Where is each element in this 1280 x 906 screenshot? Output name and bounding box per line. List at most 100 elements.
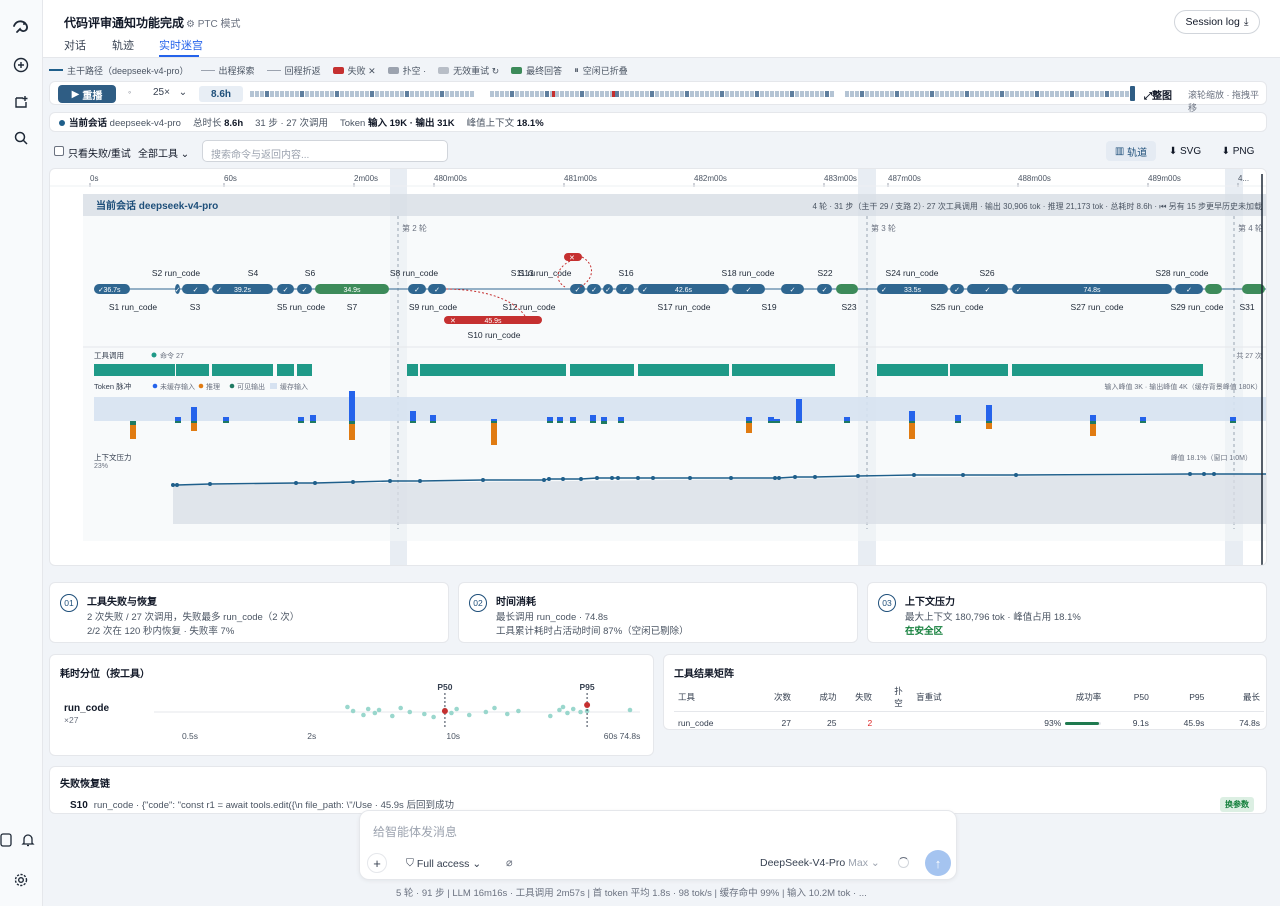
- export-png-button[interactable]: ⬇ PNG: [1213, 141, 1263, 161]
- step-pill[interactable]: [428, 284, 446, 294]
- context-point[interactable]: [542, 478, 546, 482]
- step-label[interactable]: S6: [305, 268, 316, 278]
- step-label[interactable]: S3: [190, 302, 201, 312]
- token-visible-bar[interactable]: [618, 421, 624, 423]
- token-uncached-bar[interactable]: [746, 417, 752, 421]
- context-point[interactable]: [561, 477, 565, 481]
- overview-button[interactable]: ⤢整图: [1144, 87, 1172, 102]
- token-reasoning-bar[interactable]: [1090, 424, 1096, 436]
- step-label[interactable]: S13 run_code: [519, 268, 572, 278]
- token-visible-bar[interactable]: [746, 421, 752, 423]
- step-pill[interactable]: [877, 284, 948, 294]
- token-uncached-bar[interactable]: [1090, 415, 1096, 421]
- duration-point[interactable]: [449, 710, 454, 716]
- token-uncached-bar[interactable]: [774, 419, 780, 421]
- token-reasoning-bar[interactable]: [986, 423, 992, 429]
- token-visible-bar[interactable]: [547, 421, 553, 423]
- tool-call-bar[interactable]: [950, 364, 1008, 376]
- token-uncached-bar[interactable]: [1230, 417, 1236, 421]
- tool-filter-select[interactable]: 全部工具 ⌄: [138, 145, 189, 160]
- token-uncached-bar[interactable]: [570, 417, 576, 421]
- context-point[interactable]: [388, 479, 392, 483]
- token-visible-bar[interactable]: [955, 421, 961, 423]
- token-visible-bar[interactable]: [986, 421, 992, 423]
- duration-point[interactable]: [372, 710, 378, 716]
- failure-branch-bar[interactable]: [564, 253, 582, 261]
- duration-point[interactable]: [390, 713, 395, 719]
- duration-point[interactable]: [345, 704, 350, 710]
- step-pill[interactable]: [616, 284, 634, 294]
- step-pill[interactable]: [781, 284, 804, 294]
- context-point[interactable]: [1188, 472, 1192, 476]
- model-select[interactable]: DeepSeek-V4-Pro Max ⌄: [760, 857, 880, 869]
- token-visible-bar[interactable]: [1140, 421, 1146, 423]
- context-point[interactable]: [175, 483, 179, 487]
- duration-point[interactable]: [376, 707, 382, 713]
- token-reasoning-bar[interactable]: [130, 425, 136, 439]
- token-uncached-bar[interactable]: [191, 407, 197, 421]
- duration-point[interactable]: [504, 711, 510, 717]
- step-label[interactable]: S5 run_code: [277, 302, 325, 312]
- duration-point[interactable]: [365, 706, 371, 712]
- token-visible-bar[interactable]: [590, 421, 596, 423]
- step-label[interactable]: S25 run_code: [931, 302, 984, 312]
- context-point[interactable]: [651, 476, 655, 480]
- step-label[interactable]: S9 run_code: [409, 302, 457, 312]
- token-uncached-bar[interactable]: [430, 415, 436, 421]
- token-uncached-bar[interactable]: [349, 391, 355, 421]
- tool-call-bar[interactable]: [1012, 364, 1203, 376]
- token-uncached-bar[interactable]: [1140, 417, 1146, 421]
- tool-call-bar[interactable]: [638, 364, 729, 376]
- step-pill[interactable]: [587, 284, 601, 294]
- token-visible-bar[interactable]: [601, 421, 607, 424]
- token-visible-bar[interactable]: [491, 421, 497, 423]
- context-point[interactable]: [418, 479, 422, 483]
- token-uncached-bar[interactable]: [223, 417, 229, 421]
- step-label[interactable]: S18 run_code: [722, 268, 775, 278]
- step-label[interactable]: S29 run_code: [1171, 302, 1224, 312]
- duration-point[interactable]: [570, 706, 576, 712]
- context-point[interactable]: [313, 481, 317, 485]
- context-point[interactable]: [793, 475, 797, 479]
- tool-call-bar[interactable]: [570, 364, 634, 376]
- duration-point[interactable]: [516, 708, 521, 714]
- tool-call-bar[interactable]: [212, 364, 273, 376]
- paperclip-icon[interactable]: ⌀: [506, 857, 513, 869]
- token-visible-bar[interactable]: [844, 421, 850, 423]
- percentile-strip[interactable]: P50 P95 0.5s 2s 10s 60s 74.8s: [50, 655, 655, 757]
- token-uncached-bar[interactable]: [768, 417, 774, 421]
- context-point[interactable]: [208, 482, 212, 486]
- step-label[interactable]: S1 run_code: [109, 302, 157, 312]
- step-pill[interactable]: [817, 284, 832, 294]
- token-uncached-bar[interactable]: [955, 415, 961, 421]
- duration-point[interactable]: [565, 710, 570, 716]
- step-pill[interactable]: [950, 284, 964, 294]
- step-label[interactable]: S8 run_code: [390, 268, 438, 278]
- step-label[interactable]: S11 ru: [511, 268, 536, 278]
- view-track-button[interactable]: ▥ 轨道: [1106, 141, 1156, 161]
- step-pill[interactable]: [836, 284, 858, 294]
- context-point[interactable]: [294, 481, 298, 485]
- token-uncached-bar[interactable]: [410, 411, 416, 421]
- token-visible-bar[interactable]: [310, 421, 316, 423]
- token-visible-bar[interactable]: [430, 421, 436, 423]
- new-chat-icon[interactable]: [11, 55, 31, 75]
- context-point[interactable]: [481, 478, 485, 482]
- recovery-row[interactable]: S10 run_code · {"code": "const r1 = await…: [70, 797, 454, 811]
- context-point[interactable]: [351, 480, 355, 484]
- export-svg-button[interactable]: ⬇ SVG: [1160, 141, 1210, 161]
- step-pill[interactable]: [94, 284, 130, 294]
- step-label[interactable]: S27 run_code: [1071, 302, 1124, 312]
- duration-point[interactable]: [431, 714, 436, 720]
- settings-gear-icon[interactable]: [11, 870, 31, 890]
- tool-call-bar[interactable]: [420, 364, 566, 376]
- context-point[interactable]: [1014, 473, 1018, 477]
- help-icon[interactable]: [0, 830, 17, 850]
- token-visible-bar[interactable]: [410, 421, 416, 423]
- step-pill[interactable]: [1242, 284, 1265, 294]
- speed-select[interactable]: 25× ⌄: [153, 87, 187, 98]
- context-point[interactable]: [912, 473, 916, 477]
- tool-call-bar[interactable]: [877, 364, 948, 376]
- maze-timeline-panel[interactable]: 0s 60s 2m00s 480m00s 481m00s 482m00s 483m00s 48…: [49, 168, 1267, 566]
- only-failed-checkbox[interactable]: [54, 146, 64, 156]
